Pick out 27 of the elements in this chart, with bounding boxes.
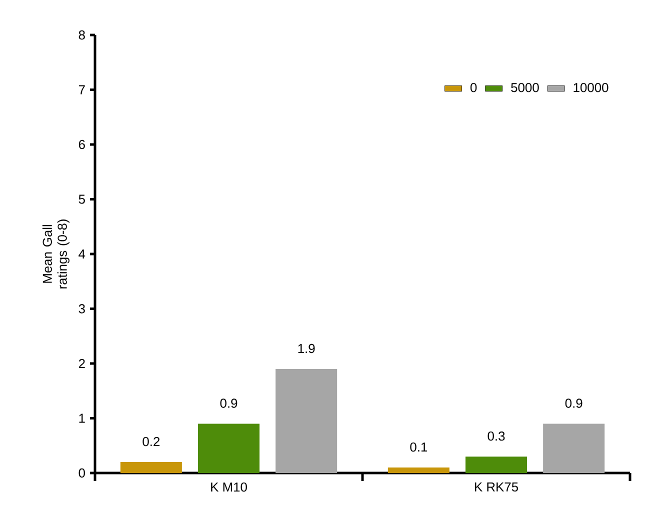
legend-label: 0	[470, 82, 477, 92]
data-label: 1.9	[298, 344, 315, 354]
legend-label: 10000	[574, 82, 608, 92]
data-label: 0.9	[565, 398, 582, 408]
y-tick-label: 2	[78, 358, 85, 368]
x-tick-label: K M10	[211, 482, 247, 492]
bar	[198, 424, 260, 473]
y-tick-label: 6	[78, 140, 85, 150]
data-label: 0.3	[488, 432, 505, 441]
bar	[465, 456, 528, 473]
y-tick-label: 1	[79, 414, 85, 423]
data-label: 0.1	[410, 442, 428, 452]
y-tick-label: 5	[78, 194, 85, 204]
y-tick-label: 3	[78, 304, 85, 314]
legend-label: 5000	[511, 82, 539, 92]
y-tick-label: 4	[78, 250, 86, 258]
bar	[543, 424, 605, 473]
bar	[276, 368, 338, 473]
y-axis-title: Mean Gall ratings (0-8)	[42, 220, 70, 288]
data-label: 0.9	[220, 398, 238, 408]
y-tick-label: 8	[78, 30, 85, 40]
bar	[120, 462, 182, 473]
x-tick-label: K RK75	[475, 482, 518, 492]
y-tick-label: 7	[78, 85, 85, 94]
bar	[388, 468, 450, 473]
y-tick-label: 0	[78, 468, 85, 478]
data-label: 0.2	[142, 436, 160, 446]
